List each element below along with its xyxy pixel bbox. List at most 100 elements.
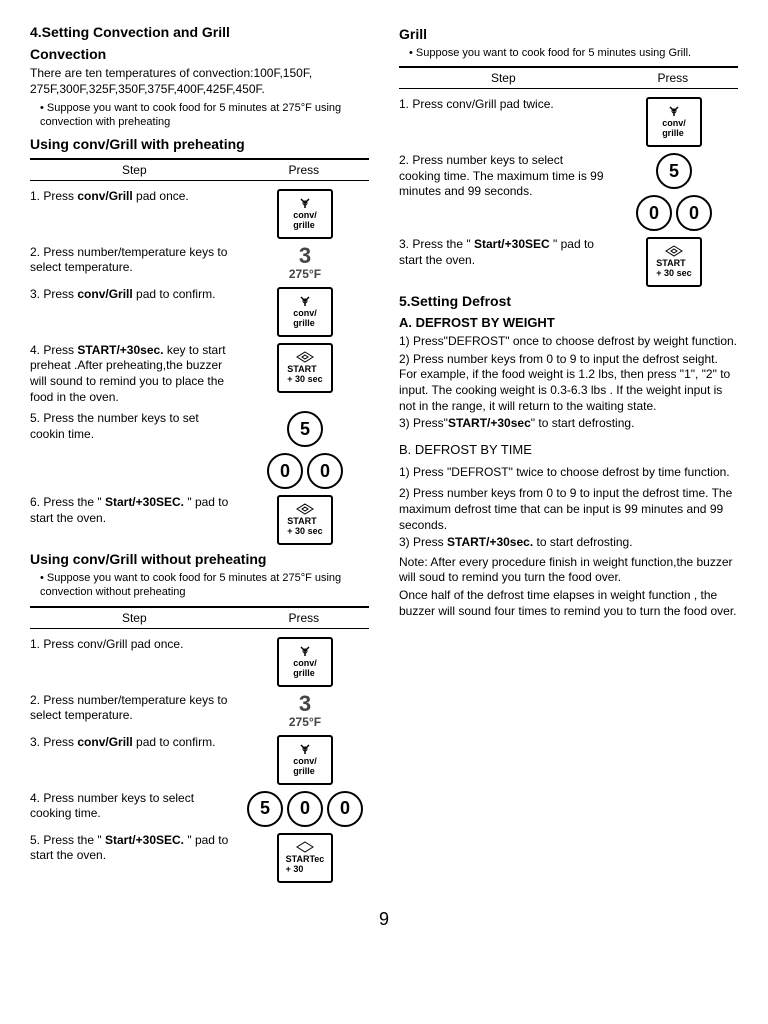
num-row: 0 0	[267, 453, 343, 489]
convection-title: Convection	[30, 46, 369, 62]
step-text: 5. Press the " Start/+30SEC. " pad to st…	[30, 833, 241, 864]
press-col: Press	[239, 163, 369, 177]
temp-big: 3	[289, 245, 321, 267]
press-cell: conv/grille	[610, 97, 738, 147]
diamond-icon	[296, 351, 314, 363]
conv-grill-pad[interactable]: conv/grille	[646, 97, 702, 147]
step-text: 3. Press conv/Grill pad to confirm.	[30, 287, 241, 303]
bold: START/+30sec	[448, 416, 531, 430]
diamond-icon	[296, 841, 314, 853]
num-row: 5 0 0	[247, 791, 363, 827]
press-cell: conv/grille	[241, 189, 369, 239]
conv-grill-pad[interactable]: conv/grille	[277, 287, 333, 337]
press-cell: START+ 30 sec	[241, 343, 369, 393]
start-pad[interactable]: START+ 30 sec	[277, 343, 333, 393]
grill-bullet: • Suppose you want to cook food for 5 mi…	[409, 46, 738, 60]
step-header: Step Press	[399, 66, 738, 89]
press-cell: 5 0 0	[610, 153, 738, 231]
page-columns: 4.Setting Convection and Grill Convectio…	[30, 20, 738, 889]
defrost-b1: 1) Press "DEFROST" twice to choose defro…	[399, 465, 738, 481]
left-column: 4.Setting Convection and Grill Convectio…	[30, 20, 369, 889]
press-col: Press	[239, 611, 369, 625]
conv-grill-pad[interactable]: conv/grille	[277, 637, 333, 687]
num-key-0[interactable]: 0	[327, 791, 363, 827]
txt: to start defrosting.	[533, 535, 632, 549]
conv-grill-pad[interactable]: conv/grille	[277, 189, 333, 239]
bullet-text: Suppose you want to cook food for 5 minu…	[40, 572, 341, 598]
txt: 3) Press	[399, 535, 447, 549]
conv-grill-pad[interactable]: conv/grille	[277, 735, 333, 785]
num-key-5[interactable]: 5	[247, 791, 283, 827]
num-stack: 5 0 0	[267, 411, 343, 489]
defrost-a2: 2) Press number keys from 0 to 9 to inpu…	[399, 352, 738, 414]
defrost-a: A. DEFROST BY WEIGHT	[399, 315, 738, 330]
step-row: 1. Press conv/Grill pad once. conv/grill…	[30, 189, 369, 239]
defrost-b: B. DEFROST BY TIME	[399, 442, 738, 459]
bold: Start/+30SEC.	[105, 833, 184, 847]
defrost-title: 5.Setting Defrost	[399, 293, 738, 309]
fan-icon	[665, 105, 683, 117]
step-header: Step Press	[30, 158, 369, 181]
diamond-icon	[665, 245, 683, 257]
step-text: 5. Press the number keys to set cookin t…	[30, 411, 241, 442]
step-text: 6. Press the " Start/+30SEC. " pad to st…	[30, 495, 241, 526]
step-col: Step	[399, 71, 608, 85]
step-row: 6. Press the " Start/+30SEC. " pad to st…	[30, 495, 369, 545]
step-row: 2. Press number keys to select cooking t…	[399, 153, 738, 231]
step-col: Step	[30, 611, 239, 625]
num-key-5[interactable]: 5	[656, 153, 692, 189]
num-key-0[interactable]: 0	[307, 453, 343, 489]
step-text: 1. Press conv/Grill pad once.	[30, 189, 241, 205]
defrost-b3: 3) Press START/+30sec. to start defrosti…	[399, 535, 738, 551]
bold: START/+30sec.	[77, 343, 163, 357]
step-row: 1. Press conv/Grill pad twice. conv/gril…	[399, 97, 738, 147]
press-cell: 3 275°F	[241, 693, 369, 729]
nopreheat-bullet: • Suppose you want to cook food for 5 mi…	[40, 571, 369, 600]
num-key-0[interactable]: 0	[636, 195, 672, 231]
temp-big: 3	[289, 693, 321, 715]
step-header: Step Press	[30, 606, 369, 629]
num-key-5[interactable]: 5	[287, 411, 323, 447]
step-text: 1. Press conv/Grill pad once.	[30, 637, 241, 653]
using-preheat-title: Using conv/Grill with preheating	[30, 136, 369, 152]
step-row: 2. Press number/temperature keys to sele…	[30, 693, 369, 729]
press-cell: 5 0 0	[241, 411, 369, 489]
press-cell: conv/grille	[241, 287, 369, 337]
step-row: 5. Press the number keys to set cookin t…	[30, 411, 369, 489]
start-pad[interactable]: STARTec+ 30	[277, 833, 333, 883]
defrost-a3: 3) Press"START/+30sec" to start defrosti…	[399, 416, 738, 432]
step-row: 4. Press START/+30sec. key to start preh…	[30, 343, 369, 405]
txt: 3) Press"	[399, 416, 448, 430]
num-stack: 5 0 0	[636, 153, 712, 231]
step-row: 3. Press conv/Grill pad to confirm. conv…	[30, 735, 369, 785]
num-key-0[interactable]: 0	[676, 195, 712, 231]
defrost-note2: Once half of the defrost time elapses in…	[399, 588, 738, 619]
press-cell: conv/grille	[241, 735, 369, 785]
press-cell: conv/grille	[241, 637, 369, 687]
press-cell: STARTec+ 30	[241, 833, 369, 883]
press-col: Press	[608, 71, 738, 85]
step-row: 1. Press conv/Grill pad once. conv/grill…	[30, 637, 369, 687]
bold: Start/+30SEC.	[105, 495, 184, 509]
step-text: 2. Press number keys to select cooking t…	[399, 153, 610, 200]
step-text: 1. Press conv/Grill pad twice.	[399, 97, 610, 113]
step-text: 3. Press conv/Grill pad to confirm.	[30, 735, 241, 751]
num-key-0[interactable]: 0	[287, 791, 323, 827]
start-pad[interactable]: START+ 30 sec	[277, 495, 333, 545]
temp-small: 275°F	[289, 715, 321, 729]
convection-bullet: • Suppose you want to cook food for 5 mi…	[40, 101, 369, 130]
fan-icon	[296, 197, 314, 209]
defrost-b2: 2) Press number keys from 0 to 9 to inpu…	[399, 486, 738, 533]
num-row: 0 0	[636, 195, 712, 231]
step-text: 2. Press number/temperature keys to sele…	[30, 245, 241, 276]
step-text: 2. Press number/temperature keys to sele…	[30, 693, 241, 724]
txt: " to start defrosting.	[531, 416, 635, 430]
start-pad[interactable]: START+ 30 sec	[646, 237, 702, 287]
temp-small: 275°F	[289, 267, 321, 281]
num-key-0[interactable]: 0	[267, 453, 303, 489]
press-cell: START+ 30 sec	[610, 237, 738, 287]
press-cell: 3 275°F	[241, 245, 369, 281]
bullet-text: Suppose you want to cook food for 5 minu…	[416, 47, 691, 59]
temp-display: 3 275°F	[289, 693, 321, 729]
step-col: Step	[30, 163, 239, 177]
